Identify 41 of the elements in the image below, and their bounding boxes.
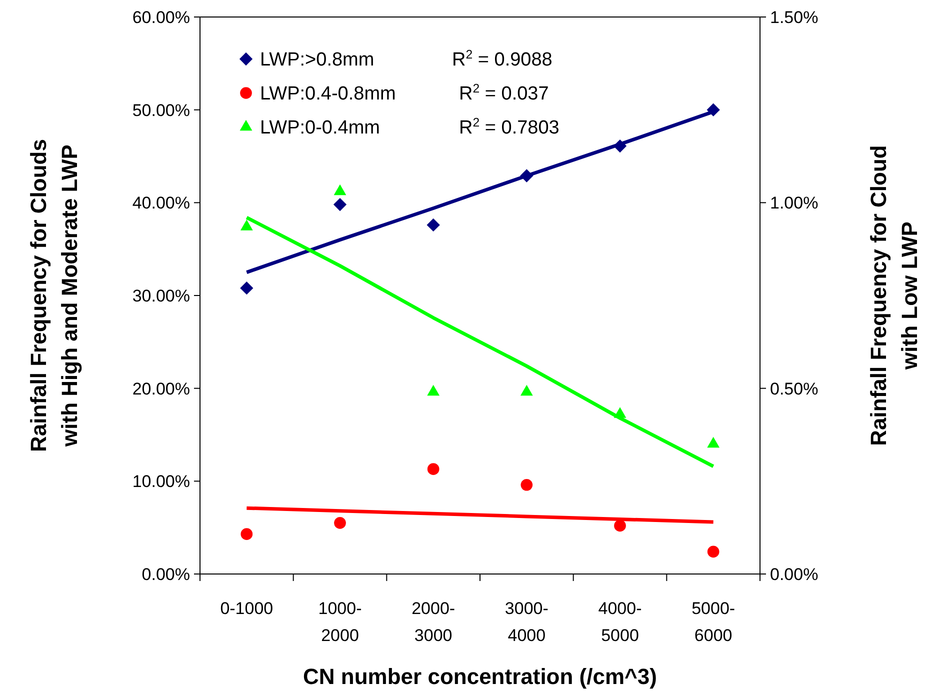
y-tick-label: 10.00%: [132, 472, 190, 492]
y-tick-label: 20.00%: [132, 379, 190, 398]
point: [707, 546, 720, 558]
y-tick-label: 50.00%: [132, 100, 190, 120]
x-tick-label: 1000- 2000: [318, 599, 362, 645]
x-tick-label: 0-1000: [220, 599, 274, 618]
y2-tick-label: 0.50%: [770, 379, 818, 398]
legend-label: LWP:0-0.4mm: [260, 118, 380, 139]
legend-label: LWP:>0.8mm: [260, 50, 374, 71]
x-tick-label: 4000- 5000: [598, 599, 642, 645]
point: [240, 282, 254, 295]
y2-tick-label: 1.00%: [770, 194, 818, 213]
point: [334, 184, 346, 196]
x-tick-label: 5000- 6000: [692, 599, 736, 645]
y-tick-label: 40.00%: [132, 194, 190, 213]
line-series: [244, 216, 716, 468]
x-axis-title: CN number concentration (/cm^3): [303, 664, 657, 689]
point: [240, 528, 253, 540]
y-tick-label: 60.00%: [132, 8, 190, 27]
annotation: R$^{2}$ = 0.9088: [452, 48, 552, 71]
y2-tick-label: 0.00%: [770, 564, 818, 584]
point: [520, 478, 533, 491]
y2-axis-title: Rainfall Frequency for Cloud with Low LWP: [866, 145, 922, 446]
y-axis-title: Rainfall Frequency for Clouds with High and Moderate LWP: [26, 139, 82, 452]
point: [426, 218, 440, 232]
annotation: R$^{2}$ = 0.7803: [459, 116, 560, 139]
point: [427, 463, 440, 476]
y2-tick-label: 1.50%: [770, 8, 818, 27]
point: [520, 384, 533, 396]
point: [333, 198, 347, 212]
point: [240, 220, 253, 230]
point: [707, 436, 720, 448]
x-tick-label: 2000- 3000: [412, 599, 456, 645]
y-tick-label: 30.00%: [132, 286, 190, 306]
annotation: R$^{2}$ = 0.037: [459, 82, 549, 105]
point: [427, 384, 440, 396]
point: [334, 517, 346, 529]
y-tick-label: 0.00%: [142, 564, 190, 584]
legend-label: LWP:0.4-0.8mm: [260, 84, 396, 105]
x-tick-label: 3000- 4000: [504, 599, 548, 645]
point: [614, 520, 626, 532]
